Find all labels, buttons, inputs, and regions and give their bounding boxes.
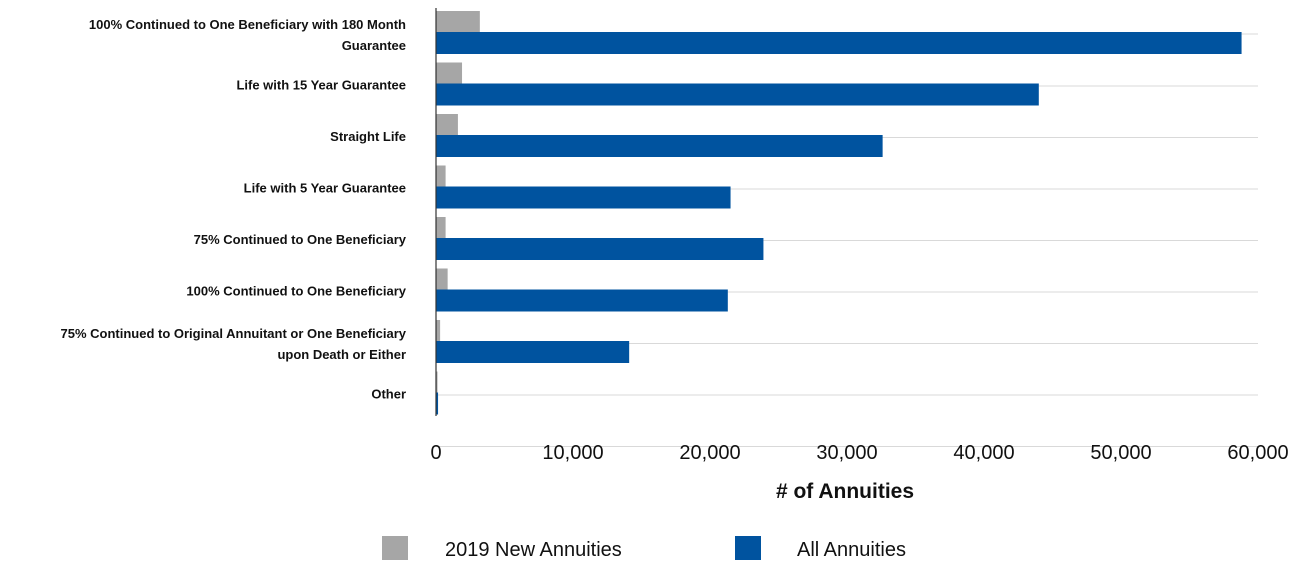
x-tick-label: 20,000: [679, 442, 740, 464]
legend-label-new-annuities: 2019 New Annuities: [445, 539, 622, 561]
bars: [436, 11, 1242, 415]
category-label: Guarantee: [342, 38, 406, 53]
x-tick-label: 0: [430, 442, 441, 464]
x-tick-label: 40,000: [953, 442, 1014, 464]
legend-label-all-annuities: All Annuities: [797, 539, 906, 561]
category-label: upon Death or Either: [277, 347, 406, 362]
category-label: Life with 5 Year Guarantee: [244, 181, 406, 196]
bar-new-annuities: [436, 217, 446, 238]
bar-all-annuities: [436, 238, 764, 260]
bar-new-annuities: [436, 320, 441, 341]
bar-all-annuities: [436, 186, 731, 209]
bar-all-annuities: [436, 135, 883, 157]
category-label: 75% Continued to Original Annuitant or O…: [61, 326, 407, 341]
legend-swatch-new-annuities: [382, 536, 408, 560]
bar-all-annuities: [436, 392, 439, 415]
legend: 2019 New Annuities All Annuities: [382, 536, 906, 561]
category-label: 100% Continued to One Beneficiary: [186, 284, 406, 299]
x-tick-label: 30,000: [816, 442, 877, 464]
category-label: 100% Continued to One Beneficiary with 1…: [89, 17, 406, 32]
x-tick-label: 50,000: [1090, 442, 1151, 464]
bar-all-annuities: [436, 32, 1242, 54]
bar-new-annuities: [436, 114, 458, 135]
category-label: Straight Life: [330, 129, 406, 144]
category-label: Other: [371, 387, 406, 402]
x-tick-labels: 0 10,000 20,000 30,000 40,000 50,000 60,000: [430, 442, 1288, 464]
bar-new-annuities: [436, 165, 446, 187]
bar-new-annuities: [436, 62, 463, 84]
category-label: Life with 15 Year Guarantee: [236, 78, 406, 93]
bar-new-annuities: [436, 371, 438, 393]
x-tick-label: 60,000: [1227, 442, 1288, 464]
bar-all-annuities: [436, 341, 630, 363]
category-labels: 100% Continued to One Beneficiary with 1…: [61, 17, 407, 402]
category-label: 75% Continued to One Beneficiary: [194, 232, 407, 247]
bar-all-annuities: [436, 83, 1039, 106]
x-axis-title: # of Annuities: [776, 480, 914, 503]
bar-new-annuities: [436, 11, 480, 32]
bar-new-annuities: [436, 268, 448, 290]
legend-swatch-all-annuities: [735, 536, 761, 560]
x-tick-label: 10,000: [542, 442, 603, 464]
bar-all-annuities: [436, 289, 728, 312]
